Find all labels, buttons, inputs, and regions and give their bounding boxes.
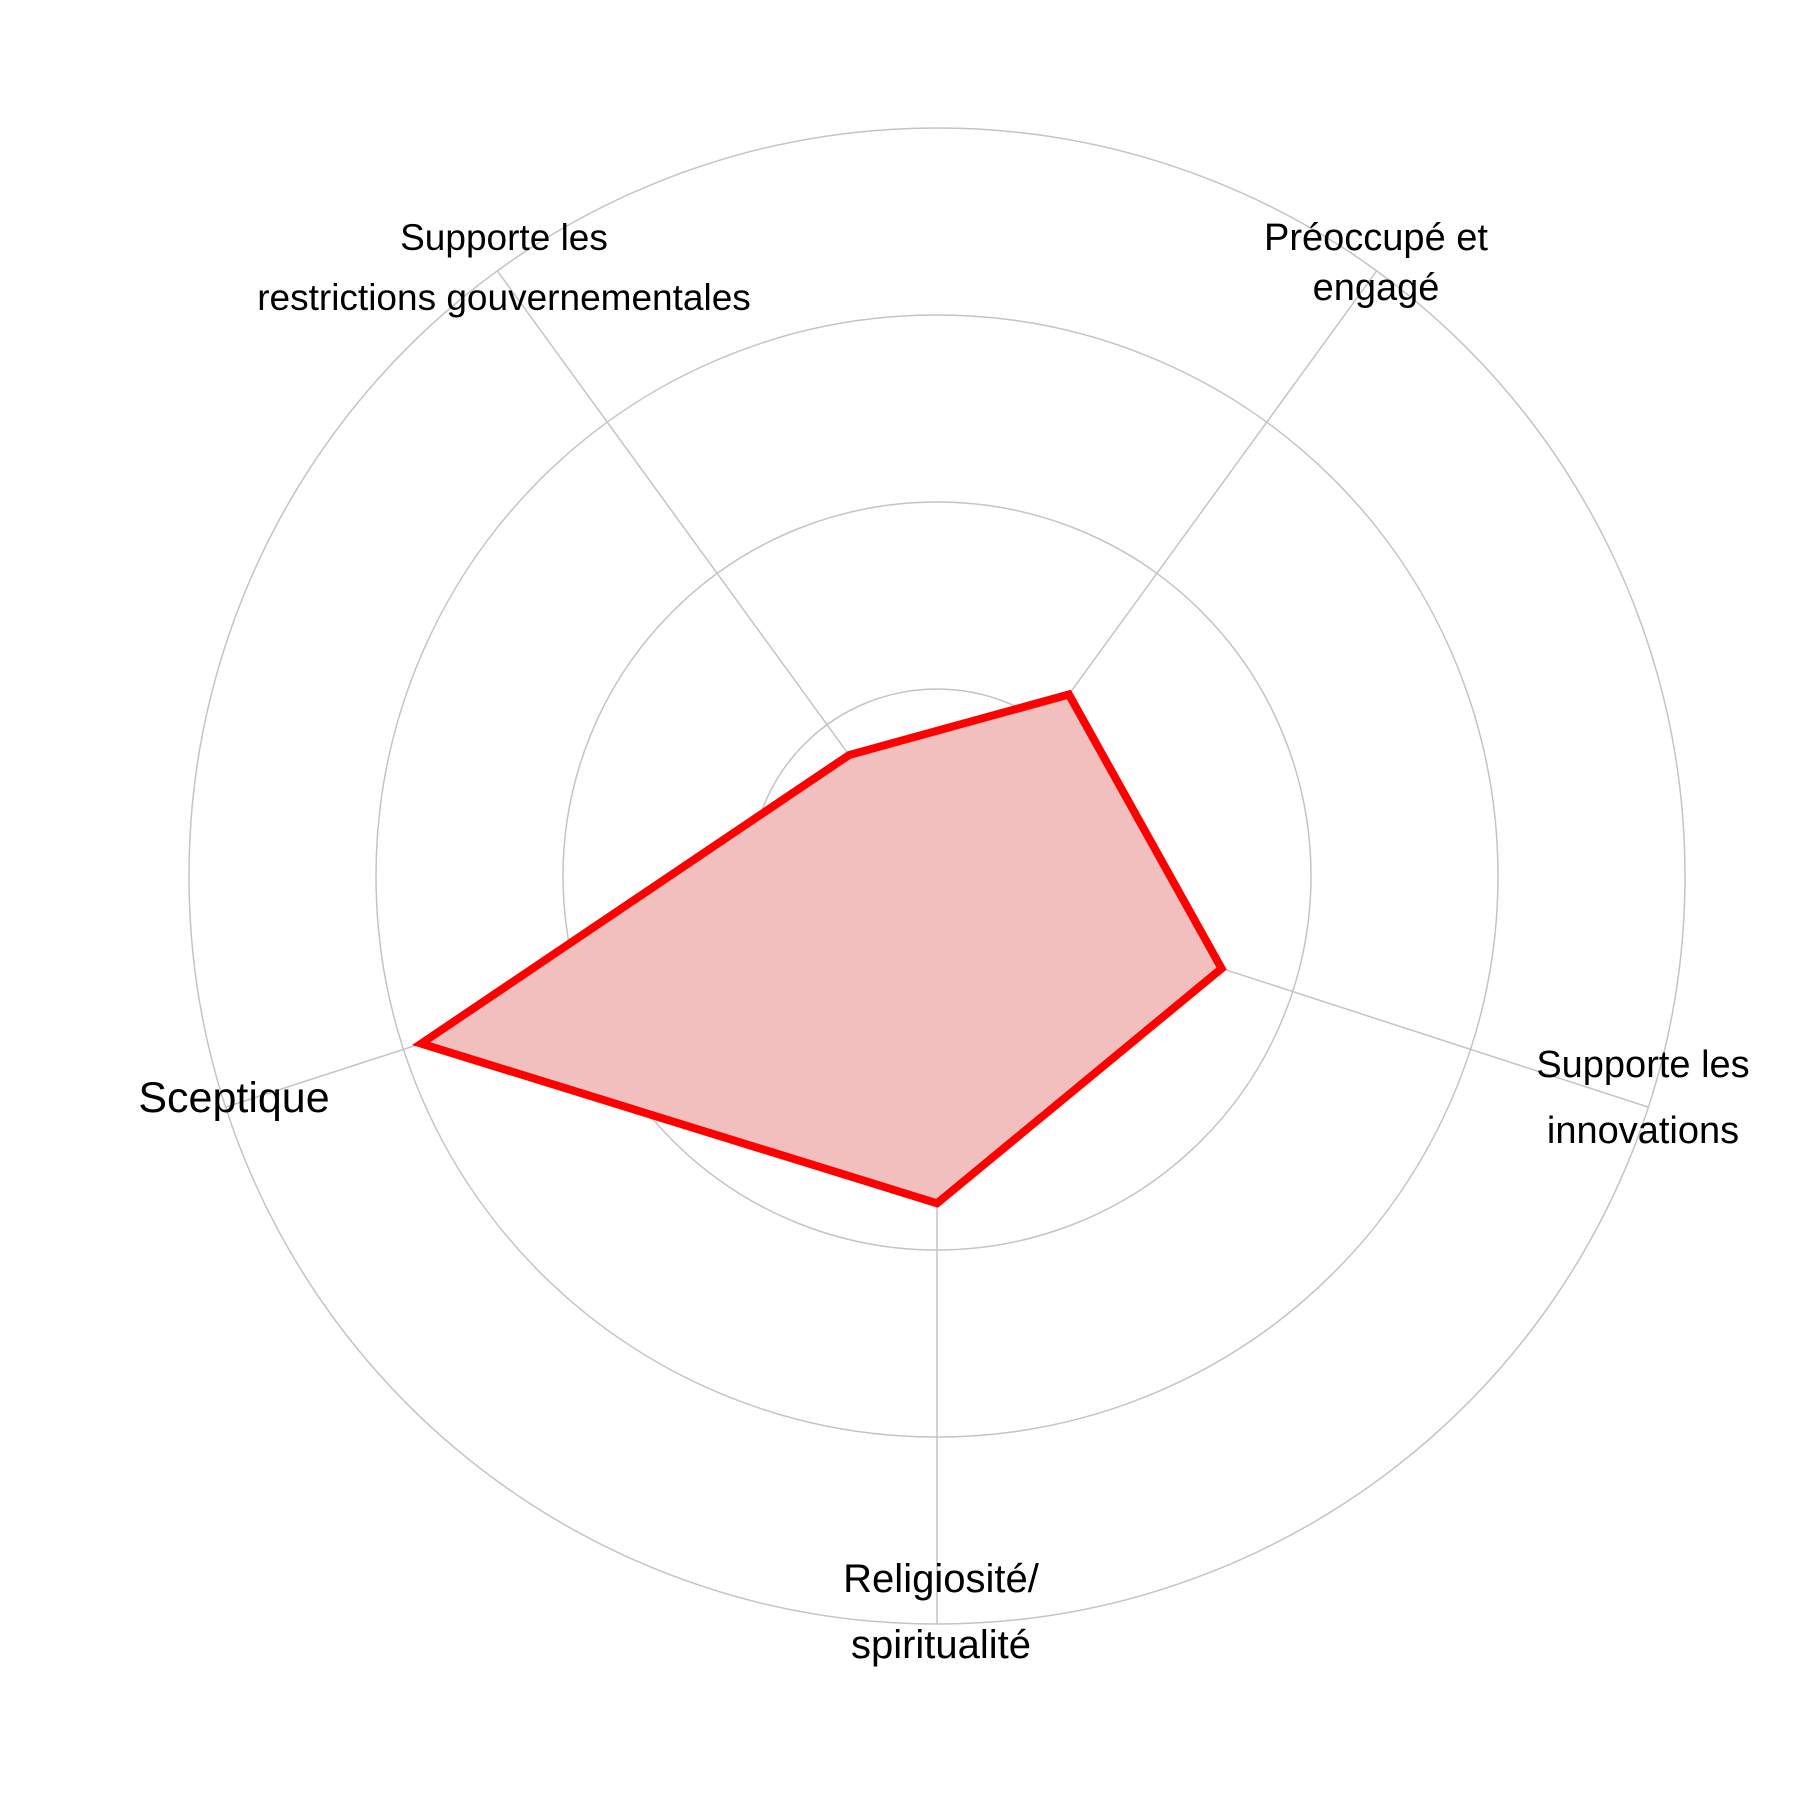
axis-label-4: Sceptique [138, 1074, 329, 1122]
axis-label-2-line-2: innovations [1547, 1110, 1739, 1152]
axis-label-3-line-2: spiritualité [851, 1623, 1031, 1667]
axis-label-2-line-1: Supporte les [1536, 1044, 1749, 1086]
axis-label-1: Préoccupé et engagé [1264, 217, 1488, 309]
axis-label-4-line-1: Sceptique [138, 1074, 329, 1122]
series-layer [412, 689, 1227, 1208]
axis-label-2: Supporte les innovations [1536, 1044, 1749, 1152]
axis-label-5-line-1: Supporte les [400, 217, 608, 258]
series-area [421, 694, 1222, 1204]
axis-label-5: Supporte les restrictions gouvernementale… [257, 217, 751, 318]
axis-label-1-line-1: Préoccupé et [1264, 217, 1488, 259]
axis-label-1-line-2: engagé [1313, 267, 1440, 309]
axis-label-3-line-1: Religiosité/ [843, 1557, 1040, 1601]
axis-label-5-line-2: restrictions gouvernementales [257, 277, 751, 318]
axis-label-3: Religiosité/spiritualité [843, 1557, 1040, 1667]
series-outline [412, 689, 1227, 1208]
axis-labels: Préoccupé et engagé Supporte les innovation… [138, 217, 1749, 1667]
